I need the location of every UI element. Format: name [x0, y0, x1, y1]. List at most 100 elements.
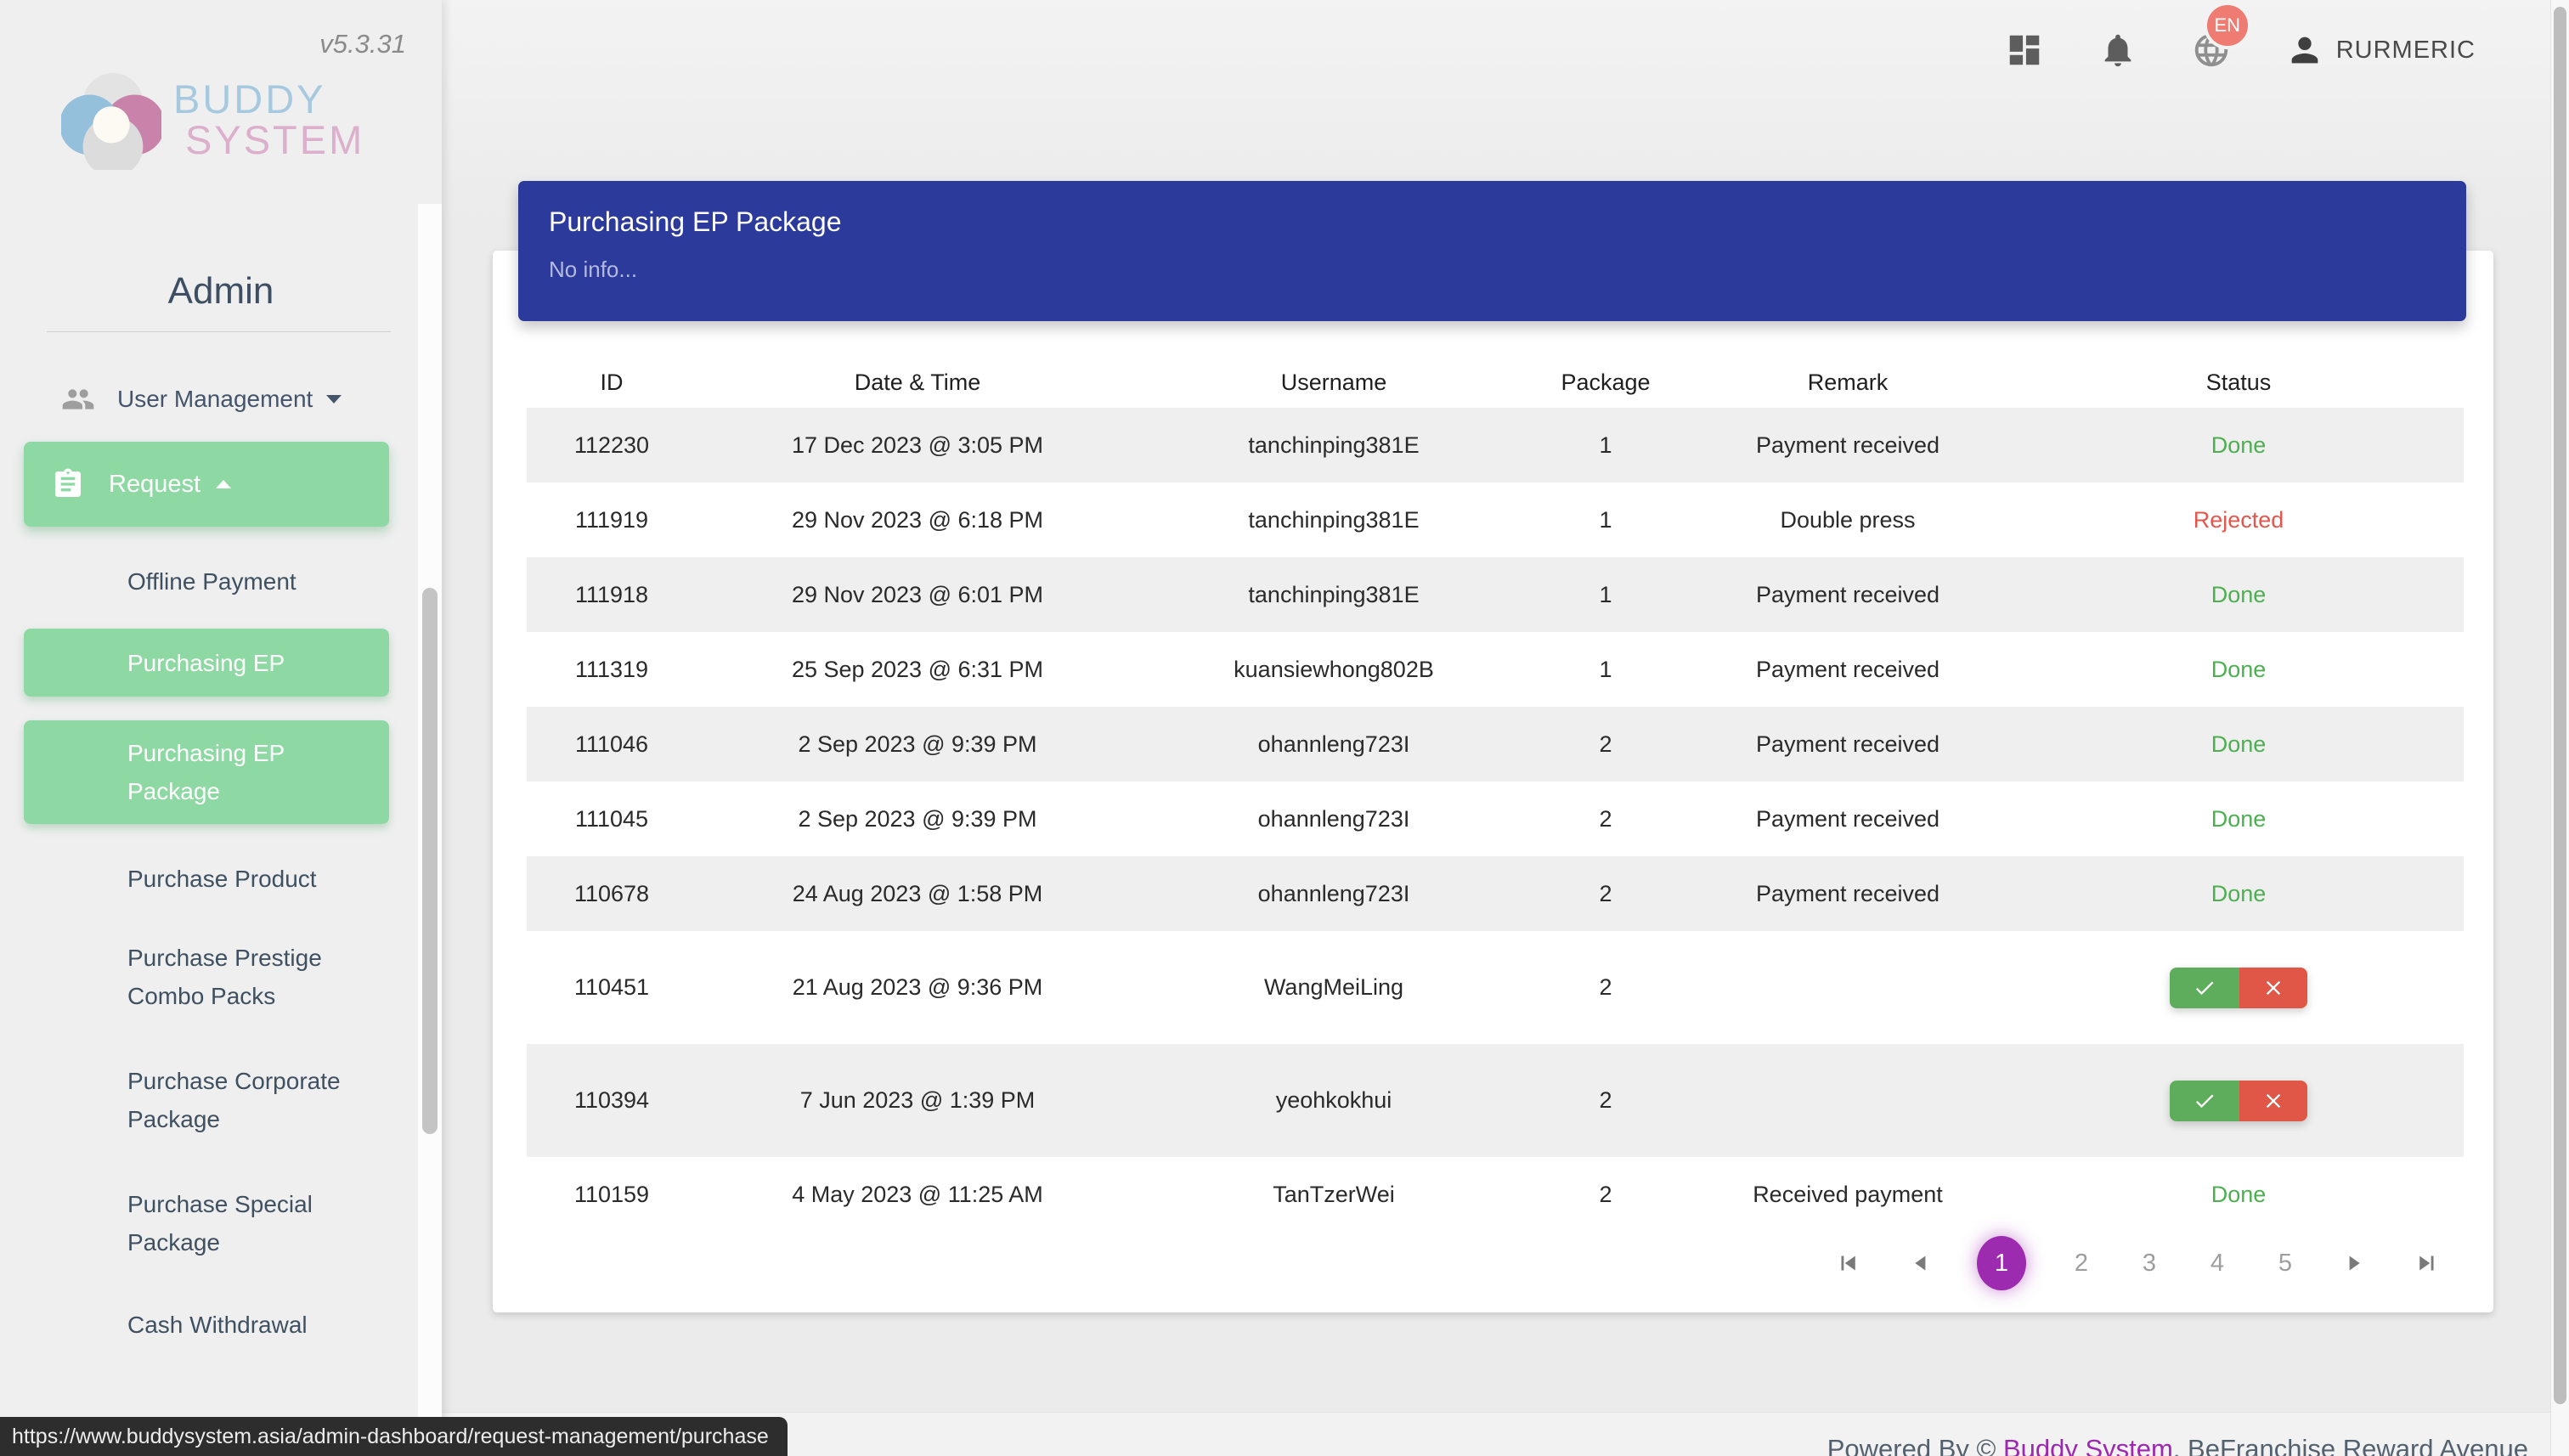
language-badge: EN [2203, 2, 2251, 49]
cell-actions [2013, 931, 2464, 1044]
cell-id: 111045 [574, 805, 649, 832]
cell-username: ohannleng723I [1257, 805, 1410, 832]
first-page-icon[interactable] [1834, 1249, 1863, 1278]
cell-remark [1682, 931, 2013, 1044]
status-url-text: https://www.buddysystem.asia/admin-dashb… [12, 1424, 769, 1448]
table-row: 111045 2 Sep 2023 @ 9:39 PM ohannleng723… [527, 782, 2464, 856]
action-button-group [2170, 1080, 2307, 1121]
close-icon [2266, 980, 2281, 995]
menu-item-label: Purchase Prestige [127, 945, 322, 971]
page-button-active[interactable]: 1 [1977, 1236, 2026, 1290]
person-icon [2291, 37, 2318, 64]
menu-item-label: Purchase Corporate [127, 1068, 341, 1094]
page-subtitle: No info... [549, 257, 638, 282]
col-header-package: Package [1561, 369, 1651, 395]
sidebar-item-purchase-prestige-combo-packs[interactable]: Purchase Prestige Combo Packs [0, 939, 418, 1015]
cell-datetime: 2 Sep 2023 @ 9:39 PM [798, 731, 1037, 757]
cell-id: 111319 [574, 656, 649, 682]
username-label: RURMERIC [2335, 36, 2476, 64]
cell-package: 2 [1599, 1087, 1612, 1113]
approve-button[interactable] [2170, 967, 2239, 1008]
status-badge: Rejected [2193, 506, 2284, 533]
menu-item-label-line2: Combo Packs [127, 983, 276, 1009]
status-badge: Done [2210, 581, 2267, 607]
sidebar-scrollbar-thumb[interactable] [422, 588, 438, 1134]
page-button[interactable]: 4 [2210, 1249, 2225, 1277]
cell-datetime: 7 Jun 2023 @ 1:39 PM [799, 1087, 1036, 1113]
reject-button[interactable] [2239, 1080, 2307, 1121]
cell-username: TanTzerWei [1273, 1181, 1395, 1207]
previous-page-icon[interactable] [1906, 1249, 1934, 1278]
col-header-id: ID [600, 369, 624, 395]
menu-item-label-line2: Package [127, 1106, 220, 1132]
action-button-group [2170, 967, 2307, 1008]
cell-remark: Payment received [1755, 805, 1940, 832]
next-page-icon[interactable] [2340, 1249, 2369, 1278]
menu-item-label-line2: Package [127, 778, 220, 804]
page-scrollbar-track[interactable] [2550, 0, 2569, 1456]
chevron-down-icon [326, 395, 342, 404]
request-label: Request [109, 470, 201, 498]
menu-item-label: Purchasing EP [127, 649, 285, 676]
cell-id: 111919 [574, 506, 649, 533]
status-badge: Done [2210, 432, 2267, 458]
col-header-username: Username [1280, 369, 1387, 395]
sidebar-scrollbar-track[interactable] [418, 204, 442, 1456]
cell-package: 2 [1599, 880, 1612, 906]
cell-id: 111046 [574, 731, 649, 757]
cell-id: 110451 [573, 974, 650, 1000]
notifications-bell-icon[interactable] [2098, 31, 2137, 70]
cell-remark: Payment received [1755, 880, 1940, 906]
page-title: Purchasing EP Package [549, 206, 842, 237]
content-card: ID Date & Time Username Package Remark S… [493, 251, 2493, 1312]
user-management-label: User Management [117, 386, 313, 412]
footer-suffix: , BeFranchise Reward Avenue [2172, 1434, 2528, 1456]
sidebar-item-user-management[interactable]: User Management [0, 372, 416, 426]
menu-item-label: Purchase Special [127, 1191, 313, 1217]
reject-button[interactable] [2239, 967, 2307, 1008]
page-button[interactable]: 3 [2142, 1249, 2157, 1277]
cell-remark: Payment received [1755, 581, 1940, 607]
approve-button[interactable] [2170, 1080, 2239, 1121]
cell-username: WangMeiLing [1263, 974, 1404, 1000]
logo-word-buddy: BUDDY [173, 76, 326, 121]
sidebar-item-purchase-special-package[interactable]: Purchase Special Package [0, 1185, 418, 1261]
status-badge: Done [2210, 731, 2267, 757]
close-icon [2266, 1093, 2281, 1108]
sidebar-title: Admin [167, 270, 274, 312]
topbar: EN RURMERIC [2005, 2, 2476, 70]
sidebar-item-purchasing-ep[interactable]: Purchasing EP [24, 629, 389, 697]
page-scrollbar-thumb[interactable] [2554, 7, 2566, 1404]
sidebar-item-purchase-product[interactable]: Purchase Product [0, 858, 418, 900]
sidebar-item-purchase-corporate-package[interactable]: Purchase Corporate Package [0, 1062, 418, 1138]
menu-item-label: Offline Payment [127, 568, 296, 595]
sidebar-item-purchasing-ep-package[interactable]: Purchasing EP Package [24, 720, 389, 824]
logo-word-system: SYSTEM [185, 117, 365, 162]
cell-username: tanchinping381E [1248, 432, 1420, 458]
request-submenu: Offline Payment Purchasing EP Purchasing… [0, 561, 418, 1346]
table-row: 110394 7 Jun 2023 @ 1:39 PM yeohkokhui 2 [527, 1044, 2464, 1157]
sidebar-divider [47, 331, 391, 332]
footer-brand-link[interactable]: Buddy System [2002, 1434, 2173, 1456]
requests-table-wrap: ID Date & Time Username Package Remark S… [527, 357, 2464, 1232]
page-button[interactable]: 2 [2074, 1249, 2089, 1277]
language-selector[interactable]: EN [2192, 2, 2251, 70]
cell-username: yeohkokhui [1275, 1087, 1392, 1113]
status-badge: Done [2210, 1181, 2267, 1207]
cell-datetime: 4 May 2023 @ 11:25 AM [792, 1181, 1043, 1207]
cell-package: 1 [1599, 506, 1612, 533]
cell-username: ohannleng723I [1257, 731, 1410, 757]
panel-header: Purchasing EP Package No info... [518, 181, 2466, 321]
chevron-up-icon [216, 480, 232, 488]
sidebar-item-offline-payment[interactable]: Offline Payment [0, 561, 418, 603]
col-header-remark: Remark [1807, 369, 1889, 395]
page-button[interactable]: 5 [2278, 1249, 2293, 1277]
cell-datetime: 21 Aug 2023 @ 9:36 PM [792, 974, 1043, 1000]
user-menu[interactable]: RURMERIC [2285, 31, 2476, 70]
cell-remark: Payment received [1755, 432, 1940, 458]
dashboard-grid-icon[interactable] [2005, 31, 2044, 70]
cell-username: kuansiewhong802B [1234, 656, 1434, 682]
sidebar-item-cash-withdrawal[interactable]: Cash Withdrawal [0, 1304, 418, 1346]
last-page-icon[interactable] [2412, 1249, 2441, 1278]
sidebar-item-request[interactable]: Request [24, 442, 389, 527]
